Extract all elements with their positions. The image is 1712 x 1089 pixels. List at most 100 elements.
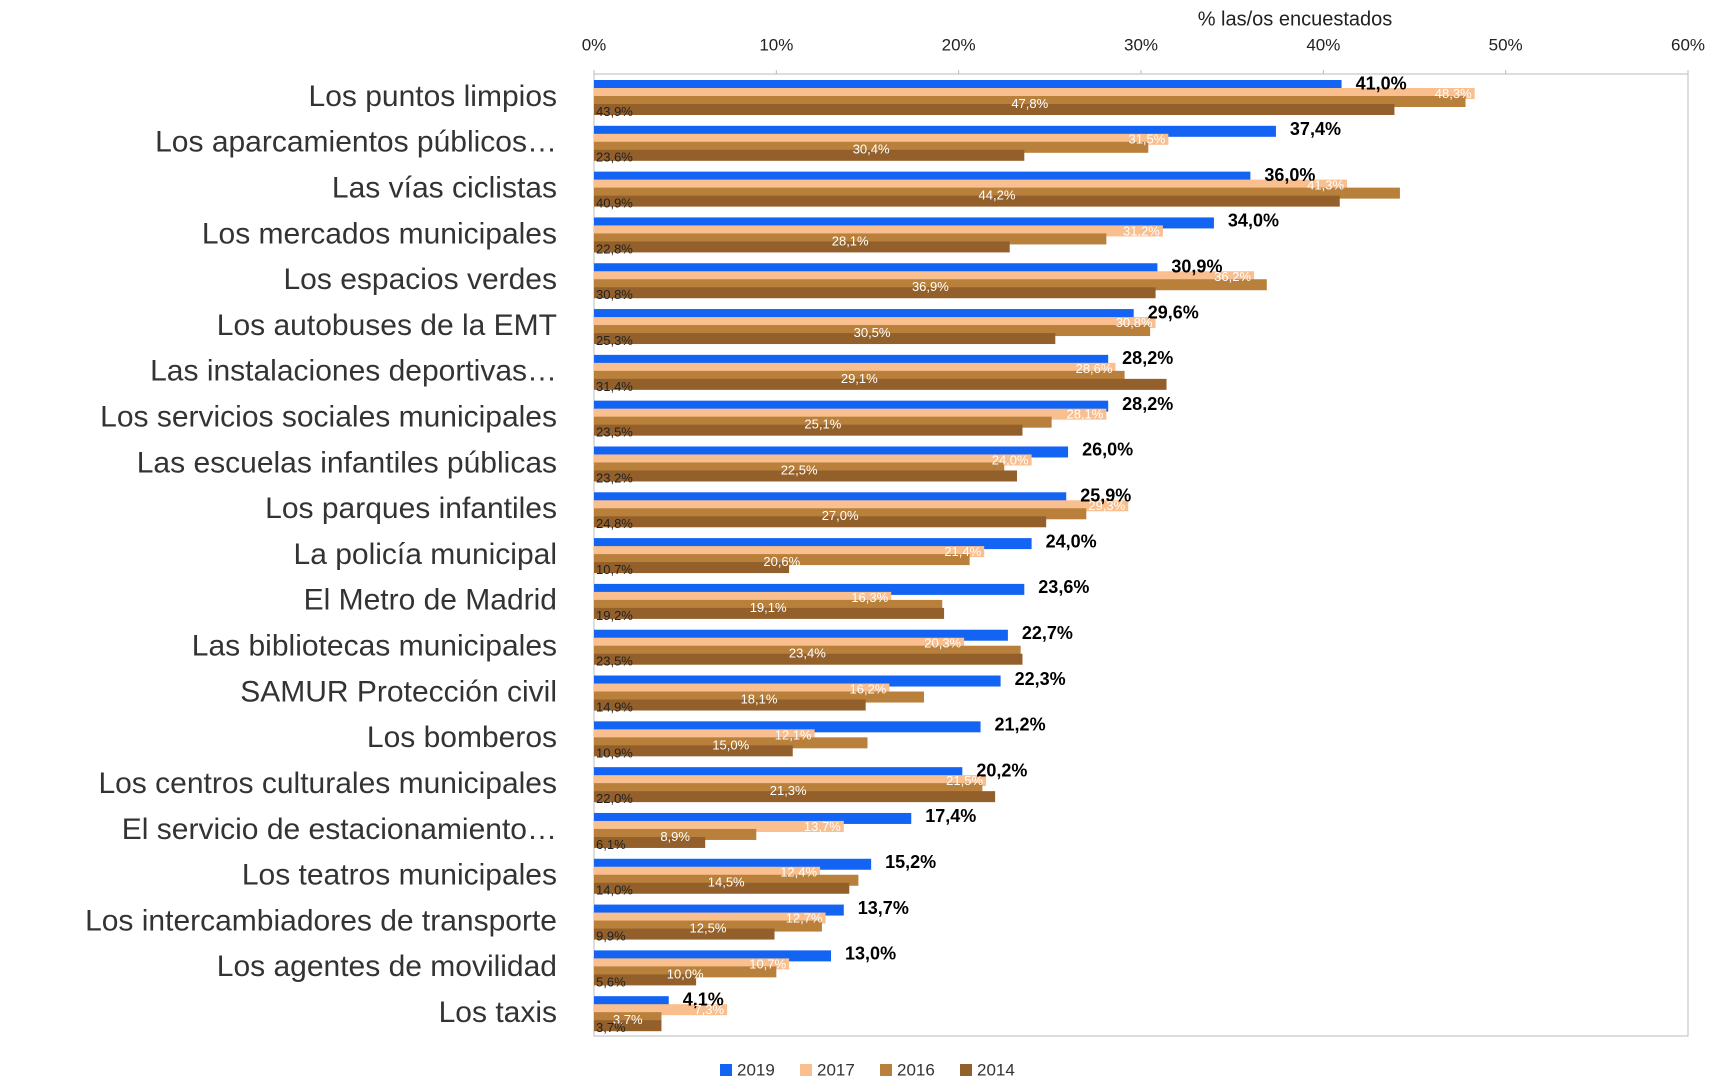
bar: [594, 591, 892, 603]
legend-swatch: [800, 1064, 812, 1076]
legend-swatch: [960, 1064, 972, 1076]
bar: [594, 141, 1149, 153]
legend-swatch: [880, 1064, 892, 1076]
bar: [594, 195, 1340, 207]
bar: [594, 699, 866, 711]
x-tick-label: 10%: [759, 35, 793, 54]
category-label: Los agentes de movilidad: [217, 950, 557, 983]
value-label: 28,1%: [1066, 407, 1103, 422]
bar: [594, 607, 945, 619]
value-label: 29,6%: [1148, 302, 1199, 322]
value-label: 24,0%: [992, 452, 1029, 467]
bar: [594, 966, 777, 978]
value-label: 18,1%: [741, 691, 778, 706]
value-label: 28,1%: [832, 233, 869, 248]
bar: [594, 721, 981, 733]
value-label: 30,9%: [1171, 256, 1222, 276]
bar: [594, 546, 985, 558]
category-label: Los espacios verdes: [284, 263, 558, 296]
category-label: Los aparcamientos públicos…: [155, 126, 557, 159]
value-label: 25,3%: [596, 333, 633, 348]
bar: [594, 812, 912, 824]
bar: [594, 629, 1008, 641]
legend-label: 2019: [737, 1060, 775, 1079]
category-label: Los intercambiadores de transporte: [85, 904, 557, 937]
bar: [594, 820, 844, 832]
value-label: 25,1%: [804, 417, 841, 432]
bar: [594, 675, 1001, 687]
value-label: 47,8%: [1011, 96, 1048, 111]
bar: [594, 912, 826, 924]
bar: [594, 225, 1163, 237]
bar: [594, 96, 1466, 107]
bar: [594, 996, 669, 1008]
category-label: Los parques infantiles: [265, 492, 557, 525]
value-label: 6,1%: [596, 837, 626, 852]
value-label: 23,5%: [596, 654, 633, 669]
value-label: 44,2%: [979, 188, 1016, 203]
value-label: 23,6%: [1038, 577, 1089, 597]
bar: [594, 745, 793, 757]
category-label: Los bomberos: [367, 721, 557, 754]
bar: [594, 950, 832, 962]
bar: [594, 416, 1052, 428]
legend-swatch: [720, 1064, 732, 1076]
bar: [594, 920, 822, 932]
x-tick-label: 40%: [1306, 35, 1340, 54]
bar: [594, 828, 757, 840]
bar: [594, 858, 872, 870]
bar: [594, 791, 996, 803]
value-label: 14,0%: [596, 883, 633, 898]
value-label: 24,0%: [1046, 531, 1097, 551]
value-label: 30,8%: [1116, 315, 1153, 330]
bar: [594, 508, 1087, 520]
value-label: 8,9%: [660, 829, 690, 844]
value-label: 16,2%: [850, 681, 887, 696]
value-label: 22,3%: [1015, 669, 1066, 689]
bar: [594, 370, 1125, 382]
value-label: 26,0%: [1082, 440, 1133, 460]
value-label: 24,8%: [596, 516, 633, 531]
bar: [594, 325, 1151, 337]
value-label: 37,4%: [1290, 119, 1341, 139]
bar: [594, 354, 1109, 366]
value-label: 12,1%: [775, 727, 812, 742]
x-tick-label: 20%: [942, 35, 976, 54]
bar: [594, 179, 1348, 191]
category-label: SAMUR Protección civil: [240, 675, 557, 708]
bar: [594, 775, 987, 787]
value-label: 22,0%: [596, 791, 633, 806]
bar: [594, 637, 965, 649]
bar: [594, 187, 1400, 199]
value-label: 3,7%: [596, 1020, 626, 1035]
value-label: 23,5%: [596, 425, 633, 440]
category-label: Las instalaciones deportivas…: [150, 355, 557, 388]
bar: [594, 408, 1107, 420]
bar: [594, 454, 1032, 466]
x-tick-label: 0%: [582, 35, 607, 54]
category-label: Los centros culturales municipales: [98, 767, 557, 800]
bar: [594, 125, 1276, 137]
value-label: 28,2%: [1122, 394, 1173, 414]
value-label: 20,6%: [763, 554, 800, 569]
value-label: 13,7%: [804, 819, 841, 834]
bar: [594, 516, 1047, 528]
bar: [594, 683, 890, 695]
bar: [594, 653, 1023, 665]
value-label: 10,0%: [667, 966, 704, 981]
bar: [594, 309, 1134, 321]
value-label: 10,7%: [749, 956, 786, 971]
bar: [594, 562, 790, 574]
bar: [594, 691, 925, 703]
bar: [594, 470, 1018, 482]
value-label: 12,5%: [690, 921, 727, 936]
value-label: 31,4%: [596, 379, 633, 394]
value-label: 22,5%: [781, 462, 818, 477]
bar: [594, 171, 1251, 183]
value-label: 29,1%: [841, 371, 878, 386]
bar: [594, 271, 1255, 283]
category-label: Los teatros municipales: [242, 859, 557, 892]
bar: [594, 645, 1021, 657]
bar: [594, 424, 1023, 436]
value-label: 14,9%: [596, 699, 633, 714]
